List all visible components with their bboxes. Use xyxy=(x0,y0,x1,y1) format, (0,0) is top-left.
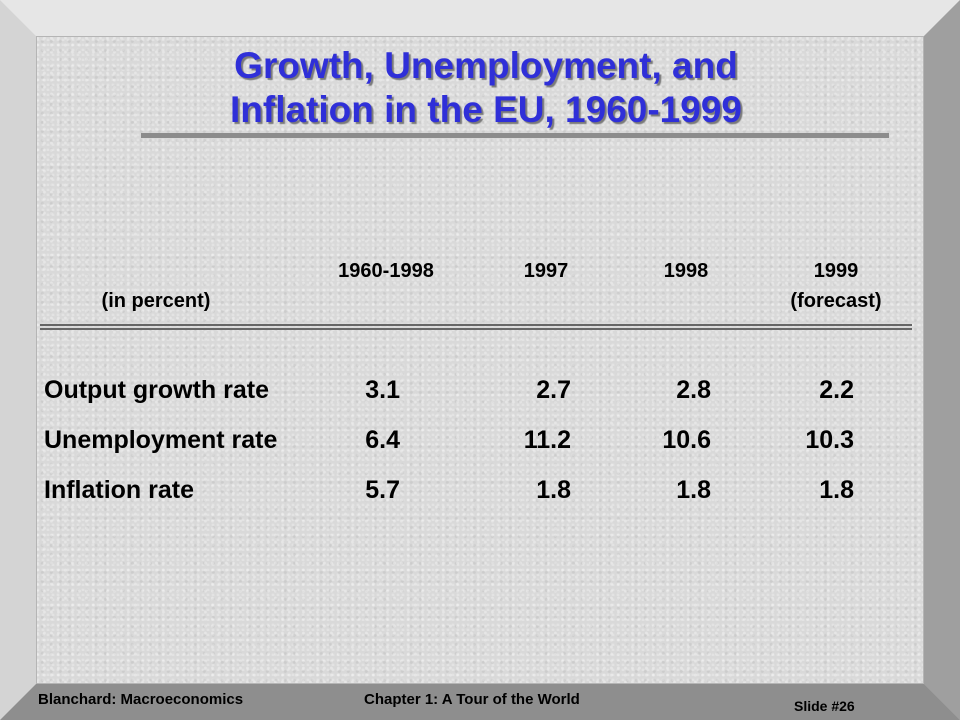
row-label-inflation: Inflation rate xyxy=(44,476,195,504)
title-line-2: Inflation in the EU, 1960-1999 xyxy=(230,89,742,130)
unit-label: (in percent) xyxy=(101,290,211,312)
table-cell: 1.8 xyxy=(819,476,854,504)
frame-bevel-top xyxy=(0,0,960,36)
table-cell: 2.2 xyxy=(819,376,854,404)
footer-center-text: Chapter 1: A Tour of the World xyxy=(364,691,580,708)
column-subheader-forecast: (forecast) xyxy=(790,290,882,312)
title-underline xyxy=(141,133,889,138)
table-cell: 2.8 xyxy=(676,376,711,404)
column-header-1998: 1998 xyxy=(663,260,709,282)
footer-left-text: Blanchard: Macroeconomics xyxy=(38,691,244,708)
table-cell: 11.2 xyxy=(523,426,571,454)
column-header-1960-1998: 1960-1998 xyxy=(338,260,434,282)
table-cell: 2.7 xyxy=(536,376,571,404)
table-cell: 1.8 xyxy=(536,476,571,504)
table-cell: 10.3 xyxy=(805,426,854,454)
slide-number: Slide #26 xyxy=(794,698,855,714)
frame-bevel-left xyxy=(0,0,36,720)
header-rule-top xyxy=(40,324,912,326)
column-header-1997: 1997 xyxy=(523,260,569,282)
row-label-unemployment: Unemployment rate xyxy=(44,426,278,454)
slide-title: Growth, Unemployment, and Inflation in t… xyxy=(76,44,896,132)
frame-bevel-right xyxy=(924,0,960,720)
table-cell: 1.8 xyxy=(676,476,711,504)
header-rule-bottom xyxy=(40,328,912,330)
table-cell: 5.7 xyxy=(365,476,400,504)
frame-bevel-bottom xyxy=(0,684,960,720)
table-cell: 10.6 xyxy=(662,426,711,454)
title-line-1: Growth, Unemployment, and xyxy=(234,45,738,86)
column-header-1999: 1999 xyxy=(813,260,859,282)
table-cell: 3.1 xyxy=(365,376,400,404)
row-label-output-growth: Output growth rate xyxy=(44,376,269,404)
table-cell: 6.4 xyxy=(365,426,400,454)
slide-content: Growth, Unemployment, and Inflation in t… xyxy=(36,36,924,684)
